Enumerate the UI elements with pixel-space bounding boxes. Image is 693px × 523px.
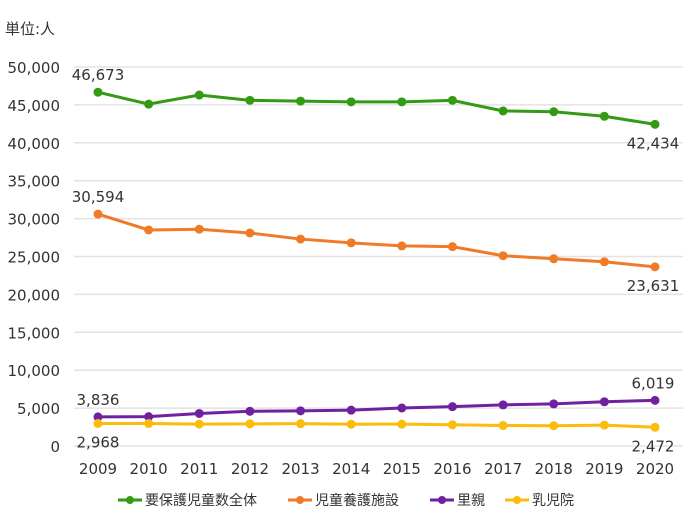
x-tick-label: 2012 [231,460,269,478]
data-point [447,402,457,412]
x-tick-label: 2014 [332,460,370,478]
legend-marker [438,496,446,504]
x-tick-label: 2017 [484,460,522,478]
series-line [97,422,656,429]
x-tick-label: 2020 [636,460,674,478]
data-point [93,419,103,429]
data-label: 3,836 [77,391,120,409]
data-point [346,405,356,415]
data-point [93,87,103,97]
data-point [599,111,609,121]
data-point [599,257,609,267]
data-point [144,419,154,429]
legend-marker [513,496,521,504]
data-point [549,399,559,409]
data-point [245,228,255,238]
legend-label: 児童養護施設 [315,492,399,509]
x-tick-label: 2011 [180,460,218,478]
data-point [447,420,457,430]
data-label: 2,968 [77,434,120,452]
data-point [296,406,306,416]
data-point [397,419,407,429]
data-point [144,225,154,235]
x-tick-label: 2019 [585,460,623,478]
data-point [245,406,255,416]
data-point [245,419,255,429]
data-label: 6,019 [632,374,675,392]
y-tick-label: 35,000 [8,173,61,191]
data-point [599,397,609,407]
y-tick-label: 20,000 [8,286,61,304]
legend-label: 乳児院 [532,493,574,509]
data-point [144,99,154,109]
y-tick-label: 50,000 [8,59,61,77]
data-point [549,254,559,264]
data-point [194,408,204,418]
x-tick-label: 2016 [433,460,471,478]
data-point [245,95,255,105]
y-tick-label: 30,000 [8,211,61,229]
data-label: 42,434 [627,134,680,152]
series-line [97,90,656,126]
data-point [447,95,457,105]
series-line [97,212,656,269]
data-point [549,107,559,117]
data-point [498,420,508,430]
data-point [296,96,306,106]
y-tick-label: 5,000 [17,400,60,418]
legend-label: 里親 [457,493,485,509]
data-point [397,241,407,251]
data-point [346,97,356,107]
y-tick-label: 25,000 [8,249,61,267]
data-point [296,419,306,429]
y-tick-label: 10,000 [8,362,61,380]
x-tick-label: 2010 [130,460,168,478]
data-point [144,412,154,422]
data-point [93,412,103,422]
data-label: 46,673 [72,66,125,84]
data-point [346,419,356,429]
data-point [447,242,457,252]
data-label: 30,594 [72,188,125,206]
data-point [650,262,660,272]
data-point [549,421,559,431]
data-point [498,400,508,410]
data-label: 2,472 [632,437,675,455]
data-point [194,419,204,429]
data-point [296,234,306,244]
x-tick-label: 2009 [79,460,117,478]
legend-marker [296,496,304,504]
data-point [498,106,508,116]
data-point [346,238,356,248]
y-tick-label: 45,000 [8,97,61,115]
legend-marker [126,496,134,504]
data-point [498,251,508,261]
data-point [194,224,204,234]
data-point [650,395,660,405]
data-label: 23,631 [627,277,680,295]
data-point [397,403,407,413]
series-line [97,398,656,419]
x-tick-label: 2018 [535,460,573,478]
y-tick-label: 0 [50,438,60,456]
data-point [93,209,103,219]
legend-label: 要保護児童数全体 [145,492,257,509]
data-point [397,97,407,107]
x-tick-label: 2015 [383,460,421,478]
data-point [650,119,660,129]
data-point [650,422,660,432]
data-point [194,90,204,100]
y-tick-label: 40,000 [8,135,61,153]
y-tick-label: 15,000 [8,324,61,342]
x-tick-label: 2013 [281,460,319,478]
unit-label: 単位:人 [5,20,55,38]
data-point [599,420,609,430]
